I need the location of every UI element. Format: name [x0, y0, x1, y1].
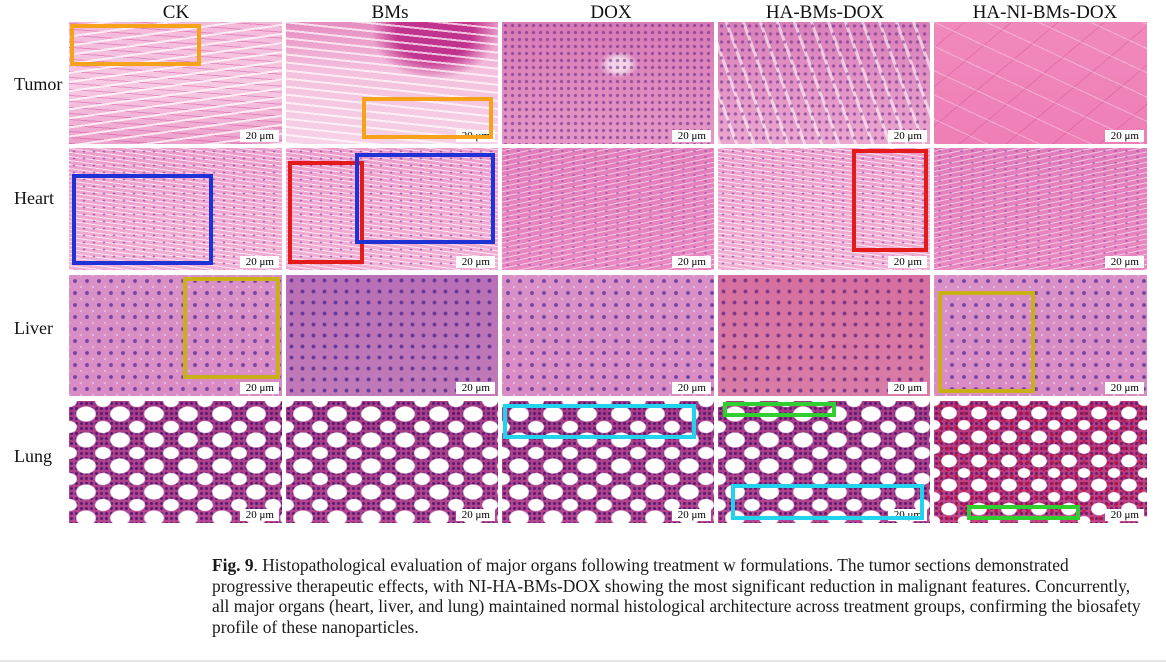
row-label-liver: Liver [14, 318, 53, 338]
micrograph-tumor-ha-ni-bms-dox: 20 μm [934, 22, 1147, 144]
column-header-ha-bms-dox: HA-BMs-DOX [765, 2, 885, 23]
micrograph-liver-dox: 20 μm [502, 275, 714, 396]
scale-bar: 20 μm [671, 509, 711, 521]
scale-bar: 20 μm [1104, 509, 1144, 521]
micrograph-heart-ck: 20 μm [69, 148, 282, 270]
roi-box-red [852, 149, 928, 252]
roi-box-red [288, 161, 364, 264]
figure-label: Fig. 9 [212, 555, 254, 575]
column-header-bms: BMs [371, 2, 409, 23]
roi-box-yellow [183, 277, 280, 379]
scale-bar: 20 μm [887, 382, 927, 394]
scale-bar: 20 μm [239, 256, 279, 268]
scale-bar: 20 μm [455, 256, 495, 268]
roi-box-green [723, 402, 836, 417]
scale-bar: 20 μm [671, 256, 711, 268]
micrograph-heart-ha-ni-bms-dox: 20 μm [934, 148, 1147, 270]
scale-bar: 20 μm [455, 509, 495, 521]
roi-box-cyan [731, 484, 924, 520]
micrograph-liver-bms: 20 μm [286, 275, 498, 396]
micrograph-heart-dox: 20 μm [502, 148, 714, 270]
roi-box-yellow [938, 291, 1035, 393]
scale-bar: 20 μm [671, 130, 711, 142]
micrograph-liver-ha-bms-dox: 20 μm [718, 275, 930, 396]
scale-bar: 20 μm [239, 130, 279, 142]
micrograph-tumor-ck: 20 μm [69, 22, 282, 144]
micrograph-lung-ha-ni-bms-dox: 20 μm [934, 401, 1147, 523]
roi-box-green [967, 505, 1080, 520]
row-label-heart: Heart [14, 188, 54, 208]
scale-bar: 20 μm [1104, 382, 1144, 394]
caption-text: . Histopathological evaluation of major … [212, 555, 1141, 637]
roi-box-orange [362, 97, 493, 139]
column-header-dox: DOX [590, 2, 632, 23]
micrograph-lung-ck: 20 μm [69, 401, 282, 523]
scale-bar: 20 μm [239, 509, 279, 521]
roi-box-cyan [503, 404, 696, 439]
column-header-ck: CK [162, 2, 190, 23]
micrograph-tumor-dox: 20 μm [502, 22, 714, 144]
micrograph-lung-bms: 20 μm [286, 401, 498, 523]
scale-bar: 20 μm [239, 382, 279, 394]
micrograph-tumor-ha-bms-dox: 20 μm [718, 22, 930, 144]
roi-box-blue [72, 174, 213, 265]
row-label-tumor: Tumor [14, 74, 63, 94]
figure-caption: Fig. 9. Histopathological evaluation of … [212, 555, 1142, 637]
page-divider [0, 660, 1166, 662]
scale-bar: 20 μm [887, 130, 927, 142]
column-header-ha-ni-bms-dox: HA-NI-BMs-DOX [972, 2, 1118, 23]
scale-bar: 20 μm [1104, 256, 1144, 268]
micrograph-liver-ha-ni-bms-dox: 20 μm [934, 275, 1147, 396]
scale-bar: 20 μm [887, 256, 927, 268]
scale-bar: 20 μm [455, 382, 495, 394]
micrograph-lung-dox: 20 μm [502, 401, 714, 523]
roi-box-orange [70, 24, 201, 66]
micrograph-lung-ha-bms-dox: 20 μm [718, 401, 930, 523]
row-label-lung: Lung [14, 446, 52, 466]
roi-box-blue [355, 153, 495, 244]
micrograph-heart-bms: 20 μm [286, 148, 498, 270]
scale-bar: 20 μm [671, 382, 711, 394]
scale-bar: 20 μm [1104, 130, 1144, 142]
